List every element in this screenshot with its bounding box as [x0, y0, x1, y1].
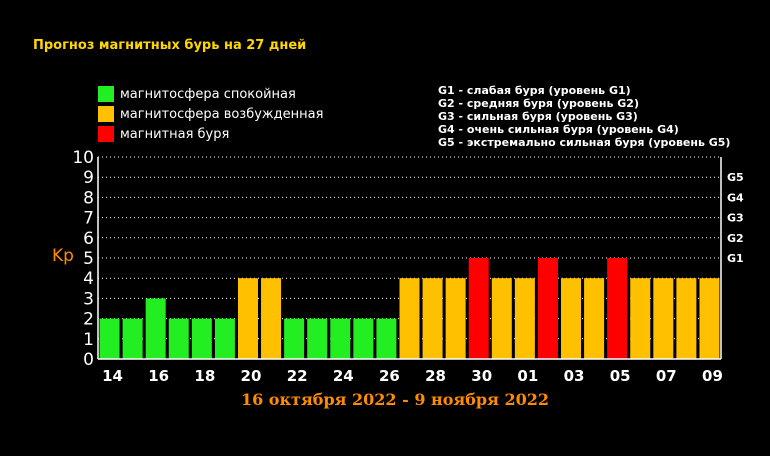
bar-0: [99, 318, 120, 359]
bar-3: [168, 318, 189, 359]
x-tick-label-14: 14: [102, 367, 123, 385]
bar-13: [399, 278, 420, 359]
page-title: Прогноз магнитных бурь на 27 дней: [33, 38, 307, 53]
legend-label-storm: магнитная буря: [120, 126, 230, 142]
bar-19: [537, 258, 558, 359]
y-tick-label-4: 4: [83, 269, 94, 289]
y-tick-label-6: 6: [83, 229, 94, 249]
x-tick-label-09: 09: [702, 367, 723, 385]
y-tick-label-7: 7: [83, 209, 94, 229]
x-tick-label-20: 20: [241, 367, 262, 385]
storm-levels-legend: G1 - слабая буря (уровень G1) G2 - средн…: [438, 84, 730, 149]
legend-item-storm: магнитная буря: [98, 124, 323, 144]
bar-9: [307, 318, 328, 359]
right-tick-label-g2: G2: [727, 232, 744, 245]
x-tick-label-30: 30: [471, 367, 492, 385]
legend-swatch-excited: [98, 106, 114, 122]
bar-26: [699, 278, 720, 359]
bar-11: [353, 318, 374, 359]
y-tick-label-1: 1: [83, 330, 94, 350]
right-tick-label-g5: G5: [727, 171, 744, 184]
bar-4: [191, 318, 212, 359]
bar-12: [376, 318, 397, 359]
x-tick-label-28: 28: [425, 367, 446, 385]
legend-swatch-storm: [98, 126, 114, 142]
y-axis-label: Kp: [52, 246, 74, 266]
y-tick-label-9: 9: [83, 168, 94, 188]
storm-level-g1: G1 - слабая буря (уровень G1): [438, 84, 631, 97]
bar-8: [284, 318, 305, 359]
x-tick-label-24: 24: [333, 367, 354, 385]
bar-22: [607, 258, 628, 359]
x-tick-label-16: 16: [148, 367, 169, 385]
storm-level-g5: G5 - экстремально сильная буря (уровень …: [438, 136, 731, 149]
bar-6: [237, 278, 258, 359]
bar-10: [330, 318, 351, 359]
storm-level-g4: G4 - очень сильная буря (уровень G4): [438, 123, 679, 136]
right-tick-label-g1: G1: [727, 252, 744, 265]
bar-5: [214, 318, 235, 359]
legend: магнитосфера спокойная магнитосфера возб…: [98, 84, 323, 144]
bar-1: [122, 318, 143, 359]
y-tick-label-5: 5: [83, 249, 94, 269]
right-tick-label-g4: G4: [727, 191, 744, 204]
x-tick-label-01: 01: [517, 367, 538, 385]
legend-item-excited: магнитосфера возбужденная: [98, 104, 323, 124]
x-tick-label-26: 26: [379, 367, 400, 385]
y-tick-label-10: 10: [72, 148, 94, 168]
bar-21: [584, 278, 605, 359]
bar-24: [653, 278, 674, 359]
x-tick-label-03: 03: [564, 367, 585, 385]
bar-2: [145, 298, 166, 359]
x-tick-label-18: 18: [194, 367, 215, 385]
y-tick-label-0: 0: [83, 350, 94, 370]
legend-label-calm: магнитосфера спокойная: [120, 86, 296, 102]
legend-swatch-calm: [98, 86, 114, 102]
bar-14: [422, 278, 443, 359]
storm-level-g2: G2 - средняя буря (уровень G2): [438, 97, 639, 110]
x-tick-label-07: 07: [656, 367, 677, 385]
bar-16: [468, 258, 489, 359]
y-tick-label-2: 2: [83, 310, 94, 330]
storm-level-g3: G3 - сильная буря (уровень G3): [438, 110, 638, 123]
bar-23: [630, 278, 651, 359]
legend-item-calm: магнитосфера спокойная: [98, 84, 323, 104]
bar-15: [445, 278, 466, 359]
bar-20: [561, 278, 582, 359]
bar-18: [514, 278, 535, 359]
bar-7: [261, 278, 282, 359]
date-range: 16 октября 2022 - 9 ноября 2022: [240, 390, 550, 409]
y-tick-label-8: 8: [83, 188, 94, 208]
legend-label-excited: магнитосфера возбужденная: [120, 106, 324, 122]
x-tick-label-22: 22: [287, 367, 308, 385]
x-tick-label-05: 05: [610, 367, 631, 385]
right-tick-label-g3: G3: [727, 212, 744, 225]
bar-17: [491, 278, 512, 359]
y-tick-label-3: 3: [83, 289, 94, 309]
bar-25: [676, 278, 697, 359]
